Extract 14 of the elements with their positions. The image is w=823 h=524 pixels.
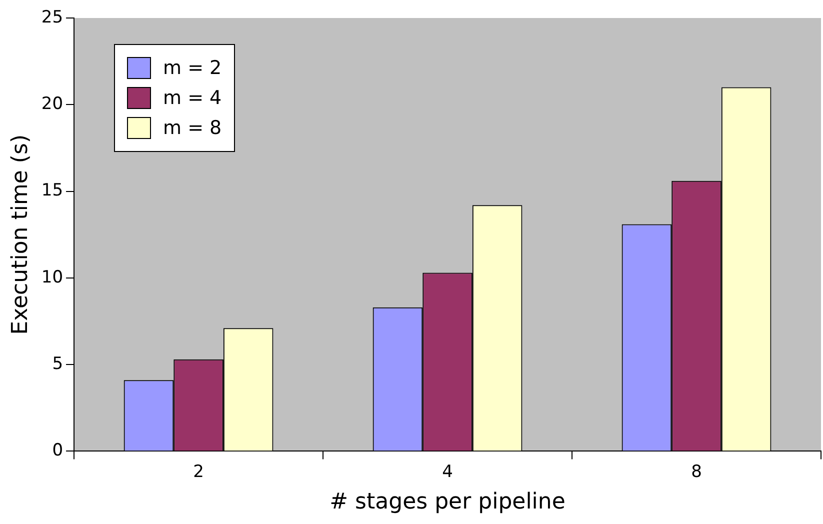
x-tick-label: 4: [442, 462, 453, 482]
x-tick-label: 8: [691, 462, 702, 482]
y-tick-label: 20: [41, 94, 64, 114]
x-axis-title: # stages per pipeline: [330, 490, 566, 515]
legend-label: m = 8: [163, 117, 222, 139]
y-tick-label: 15: [41, 180, 64, 201]
y-tick-label: 0: [52, 440, 64, 461]
legend-label: m = 2: [163, 57, 222, 79]
legend-label: m = 4: [163, 87, 222, 109]
y-tick-label: 25: [41, 7, 64, 28]
y-tick-label: 5: [52, 354, 64, 374]
y-tick-label: 10: [41, 267, 64, 288]
y-axis-title: Execution time (s): [8, 134, 33, 335]
x-tick-label: 2: [193, 462, 204, 482]
